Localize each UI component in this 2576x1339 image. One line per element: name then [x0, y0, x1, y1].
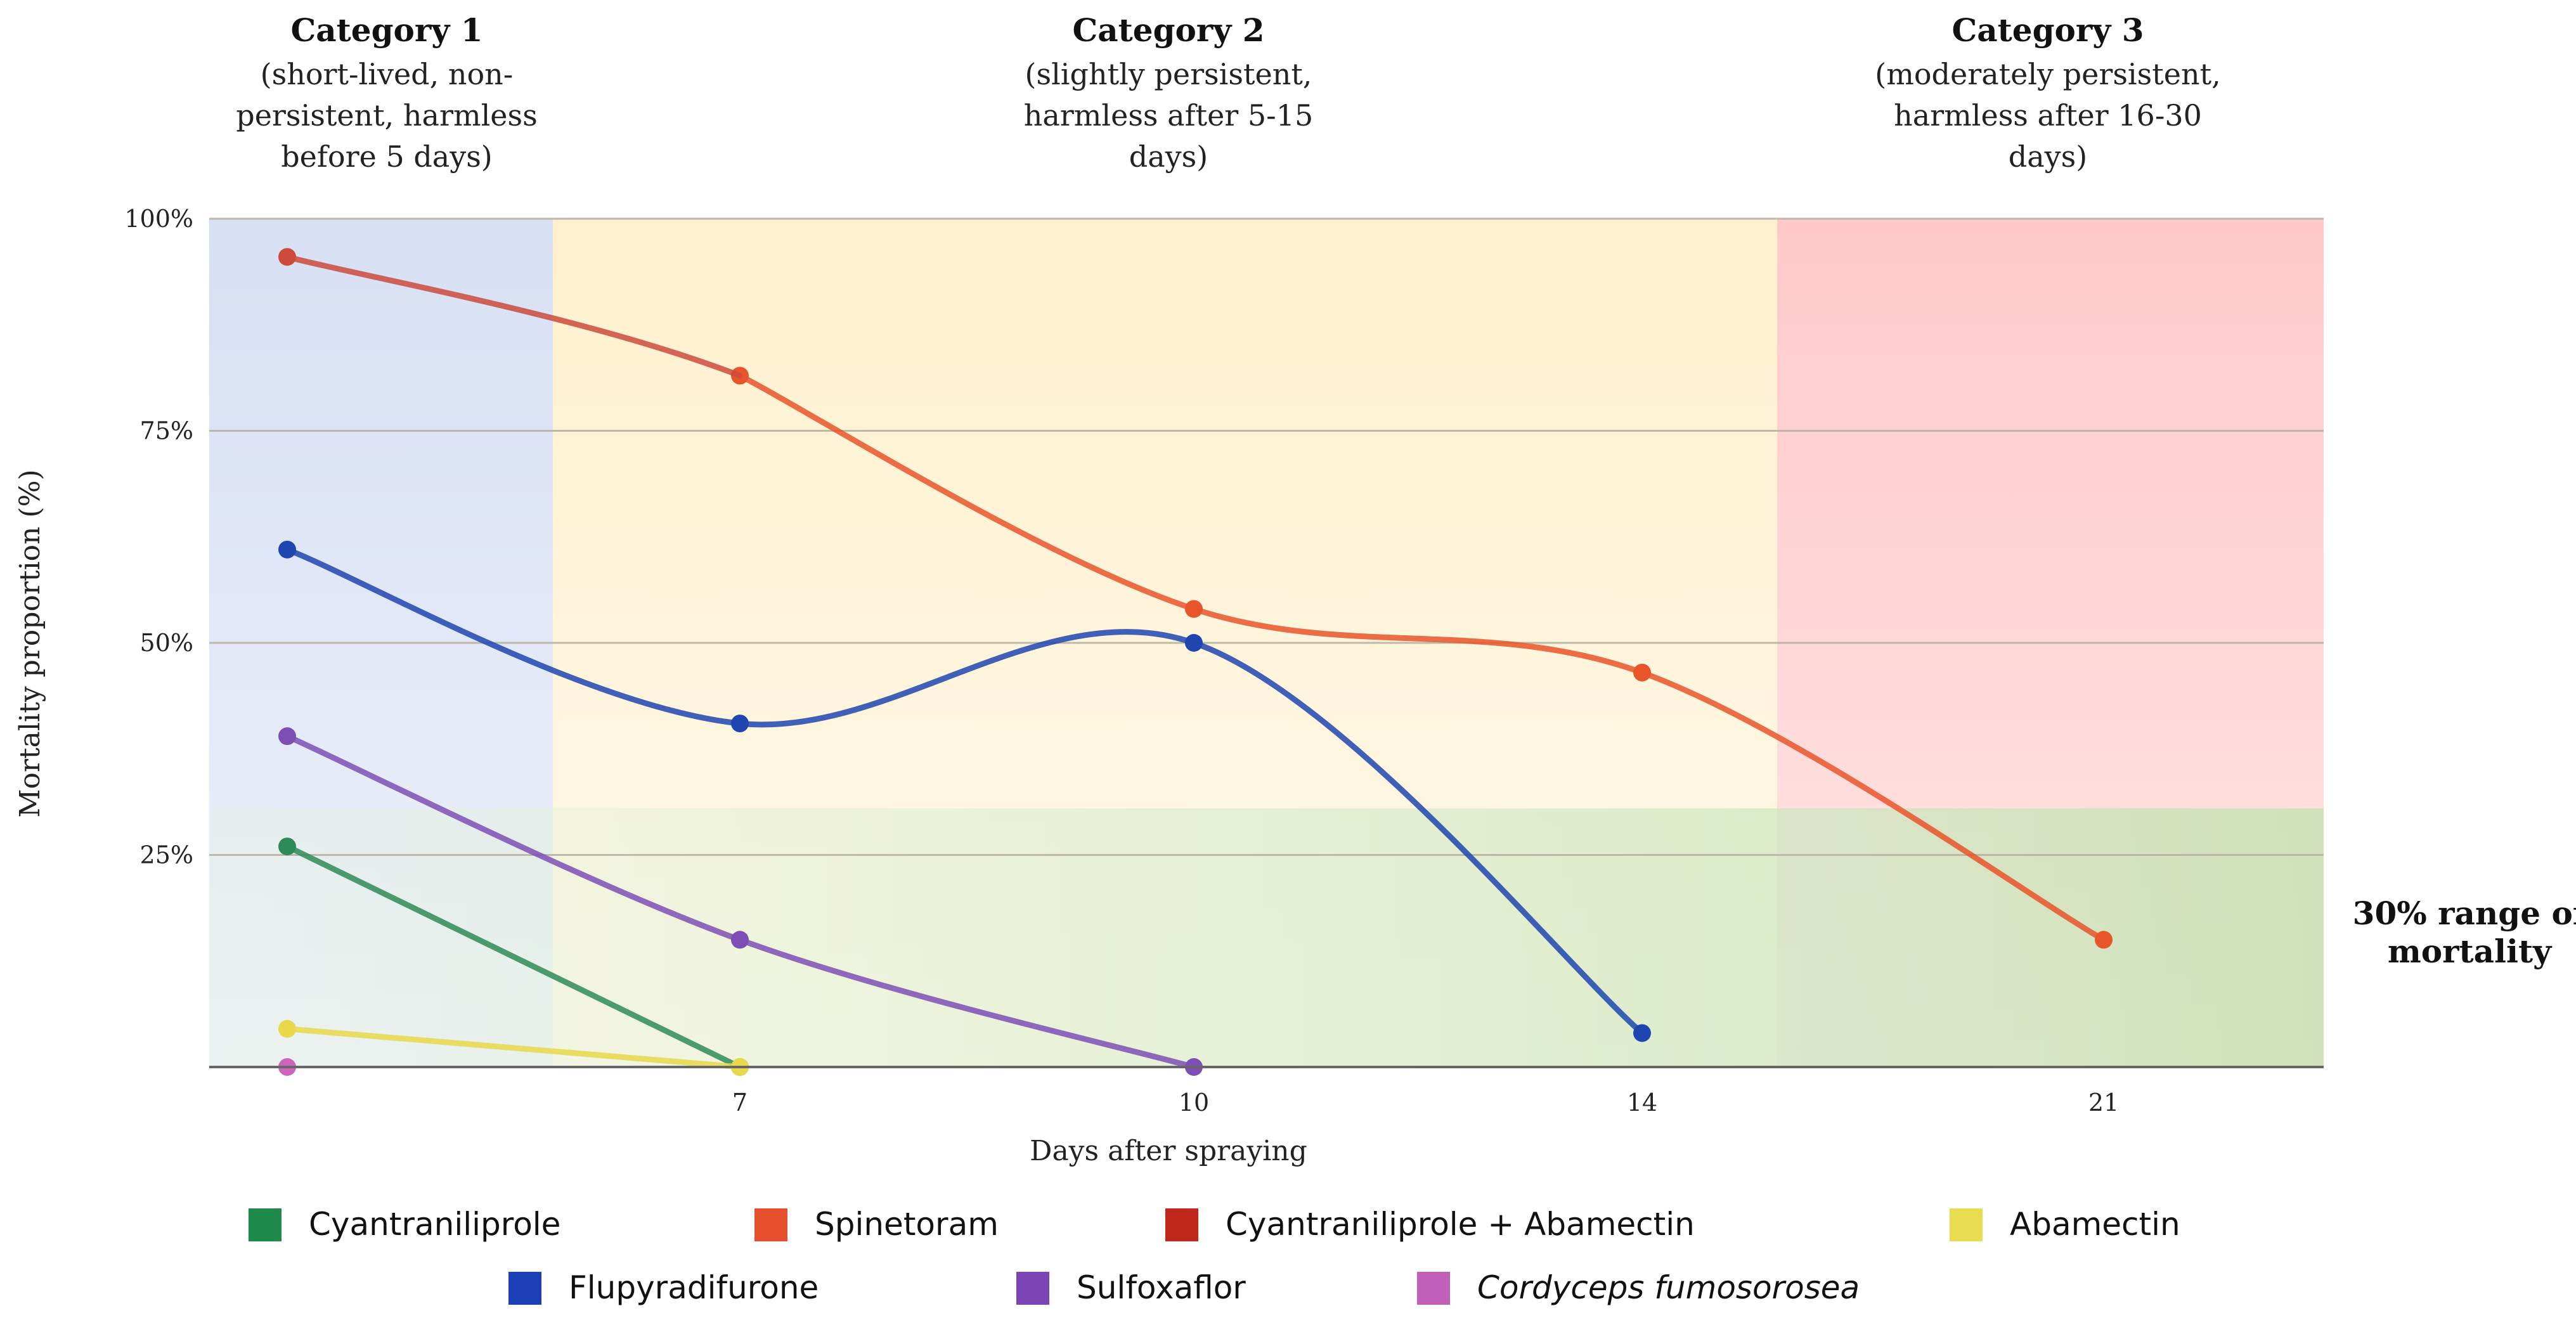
- category-description: (short-lived, non-: [261, 57, 514, 91]
- category-description: days): [1129, 139, 1208, 174]
- legend-label: Cordyceps fumosorosea: [1477, 1269, 1860, 1306]
- data-point: [2095, 931, 2113, 949]
- data-point: [1633, 663, 1651, 682]
- data-point: [278, 540, 296, 559]
- legend-item: Spinetoram: [754, 1206, 999, 1243]
- data-point: [278, 1019, 296, 1038]
- category-description: harmless after 16-30: [1894, 98, 2202, 133]
- x-axis-label: Days after spraying: [1030, 1135, 1307, 1167]
- legend-label: Flupyradifurone: [569, 1269, 819, 1306]
- data-point: [731, 715, 749, 733]
- series-sulfoxaflor: [278, 727, 1203, 1076]
- range-label: 30% range of: [2353, 895, 2576, 932]
- y-tick-label: 75%: [140, 417, 193, 445]
- legend-item: Cyantraniliprole + Abamectin: [1165, 1206, 1695, 1243]
- category-description: before 5 days): [281, 139, 493, 174]
- data-point: [1185, 600, 1203, 618]
- series-line: [284, 1026, 743, 1070]
- axes: 25% 50% 75% 100% 7 10 14 21 Days after spraying M…: [14, 205, 2324, 1167]
- legend-swatch: [249, 1208, 282, 1241]
- category-headers: Category 1 (short-lived, non-persistent, …: [236, 11, 2576, 970]
- legend-label: Sulfoxaflor: [1077, 1269, 1246, 1306]
- legend-item: Abamectin: [1950, 1206, 2180, 1243]
- x-tick-label: 14: [1627, 1089, 1657, 1116]
- category-description: persistent, harmless: [236, 98, 537, 133]
- legend: Cyantraniliprole Spinetoram Cyantranilipro…: [249, 1206, 2180, 1306]
- series-lines: [278, 248, 2113, 1076]
- category-description: (slightly persistent,: [1025, 57, 1312, 91]
- legend-label: Spinetoram: [815, 1206, 999, 1243]
- legend-swatch: [1016, 1272, 1049, 1305]
- data-point: [278, 838, 296, 856]
- legend-swatch: [508, 1272, 541, 1305]
- legend-label: Cyantraniliprole: [309, 1206, 560, 1243]
- data-point: [1185, 634, 1203, 652]
- legend-item: Sulfoxaflor: [1016, 1269, 1246, 1306]
- series-flupyradifurone: [278, 540, 1651, 1042]
- legend-swatch: [1950, 1208, 1983, 1241]
- mortality-range-band: [209, 808, 2324, 1067]
- legend-label: Cyantraniliprole + Abamectin: [1226, 1206, 1695, 1243]
- x-tick-label: 21: [2088, 1089, 2119, 1116]
- y-tick-label: 25%: [140, 841, 193, 869]
- category-title: Category 3: [1951, 11, 2144, 49]
- legend-swatch: [1165, 1208, 1198, 1241]
- y-axis-label: Mortality proportion (%): [14, 469, 46, 817]
- category-description: harmless after 5-15: [1024, 98, 1314, 133]
- x-tick-label: 10: [1179, 1089, 1209, 1116]
- range-label: mortality: [2388, 933, 2553, 970]
- legend-swatch: [754, 1208, 787, 1241]
- y-tick-label: 50%: [140, 629, 193, 657]
- legend-item: Cyantraniliprole: [249, 1206, 560, 1243]
- series-line: [737, 373, 2107, 943]
- series-line: [284, 547, 1645, 1036]
- series-line: [284, 843, 743, 1070]
- y-tick-label: 100%: [124, 205, 193, 233]
- category-title: Category 2: [1072, 11, 1264, 49]
- legend-swatch: [1417, 1272, 1450, 1305]
- data-point: [278, 248, 296, 266]
- category-description: (moderately persistent,: [1875, 57, 2220, 91]
- series-line: [284, 254, 743, 379]
- data-point: [278, 727, 296, 746]
- legend-item: Flupyradifurone: [508, 1269, 819, 1306]
- series-cyantraniliprole-abamectin: [278, 248, 743, 379]
- legend-label: Abamectin: [2010, 1206, 2180, 1243]
- legend-item: Cordyceps fumosorosea: [1417, 1269, 1860, 1306]
- data-point: [731, 931, 749, 949]
- x-tick-label: 7: [732, 1089, 748, 1116]
- data-point: [1633, 1024, 1651, 1042]
- category-title: Category 1: [290, 11, 482, 49]
- category-description: days): [2009, 139, 2087, 174]
